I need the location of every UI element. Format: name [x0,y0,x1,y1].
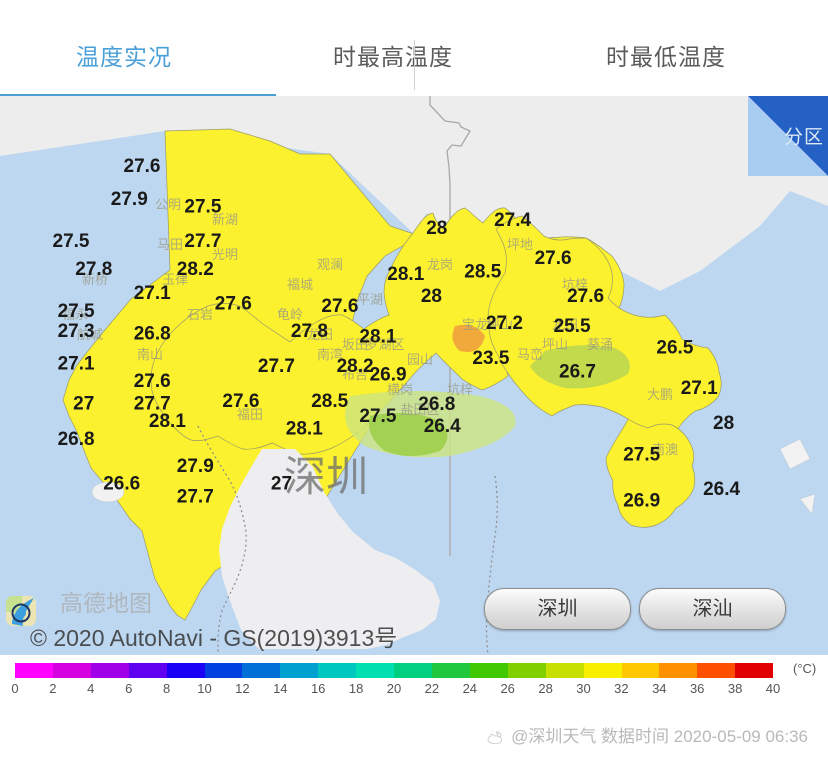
svg-text:石岩: 石岩 [187,307,213,322]
svg-text:龟岭: 龟岭 [277,307,303,322]
svg-text:27.7: 27.7 [184,231,221,252]
svg-text:27.3: 27.3 [58,321,95,342]
svg-text:28.2: 28.2 [177,259,214,280]
svg-text:26.4: 26.4 [424,416,461,437]
svg-text:深圳: 深圳 [284,453,368,500]
svg-text:葵涌: 葵涌 [587,337,613,352]
svg-text:26.8: 26.8 [134,324,171,345]
svg-text:27.1: 27.1 [134,283,171,304]
svg-text:27.5: 27.5 [53,231,90,252]
svg-text:26.9: 26.9 [370,364,407,385]
svg-text:28.1: 28.1 [286,419,323,440]
svg-text:28.1: 28.1 [387,264,424,285]
svg-text:宝龙: 宝龙 [462,317,488,332]
svg-text:27: 27 [73,393,94,414]
svg-text:26.8: 26.8 [418,394,455,415]
svg-text:26.4: 26.4 [703,479,740,500]
svg-text:28: 28 [421,286,442,307]
svg-text:27.1: 27.1 [681,378,718,399]
svg-text:28.5: 28.5 [311,391,348,412]
svg-text:马峦: 马峦 [517,347,543,362]
svg-text:26.9: 26.9 [623,490,660,511]
svg-text:观澜: 观澜 [317,257,343,272]
svg-text:28.1: 28.1 [359,326,396,347]
svg-text:27.6: 27.6 [222,391,259,412]
svg-text:27: 27 [271,474,292,495]
svg-text:27.5: 27.5 [184,197,221,218]
svg-text:龙岗: 龙岗 [427,257,453,272]
svg-text:28.2: 28.2 [337,356,374,377]
svg-text:23.5: 23.5 [472,348,509,369]
svg-text:27.4: 27.4 [494,210,531,231]
svg-text:坪山: 坪山 [542,337,568,352]
svg-text:26.5: 26.5 [656,337,693,358]
svg-text:26.6: 26.6 [103,474,140,495]
svg-text:27.1: 27.1 [58,353,95,374]
svg-text:26.8: 26.8 [58,429,95,450]
svg-text:南山: 南山 [137,347,163,362]
svg-text:27.7: 27.7 [177,486,214,507]
svg-text:27.9: 27.9 [177,456,214,477]
svg-text:27.5: 27.5 [359,406,396,427]
svg-text:园山: 园山 [407,352,433,367]
svg-text:27.6: 27.6 [535,248,572,269]
svg-text:27.6: 27.6 [134,371,171,392]
svg-text:马田: 马田 [157,237,183,252]
svg-text:公明: 公明 [155,197,181,212]
svg-text:平湖: 平湖 [357,292,383,307]
svg-text:27.6: 27.6 [215,293,252,314]
svg-text:27.5: 27.5 [58,301,95,322]
svg-text:28: 28 [426,218,447,239]
svg-text:高德地图: 高德地图 [60,590,152,616]
svg-text:26.7: 26.7 [559,362,596,383]
svg-text:28.5: 28.5 [464,262,501,283]
svg-text:27.6: 27.6 [124,156,161,177]
svg-text:27.8: 27.8 [75,259,112,280]
svg-text:福城: 福城 [287,277,313,292]
svg-text:大鹏: 大鹏 [647,387,673,402]
svg-text:25.5: 25.5 [554,316,591,337]
svg-text:27.6: 27.6 [567,286,604,307]
svg-text:27.9: 27.9 [111,189,148,210]
svg-text:28.1: 28.1 [149,411,186,432]
svg-text:27.5: 27.5 [623,445,660,466]
svg-text:27.8: 27.8 [291,321,328,342]
svg-text:28: 28 [713,413,734,434]
svg-text:27.6: 27.6 [321,296,358,317]
svg-text:27.7: 27.7 [258,356,295,377]
svg-text:27.2: 27.2 [486,313,523,334]
svg-text:坪地: 坪地 [507,237,533,252]
